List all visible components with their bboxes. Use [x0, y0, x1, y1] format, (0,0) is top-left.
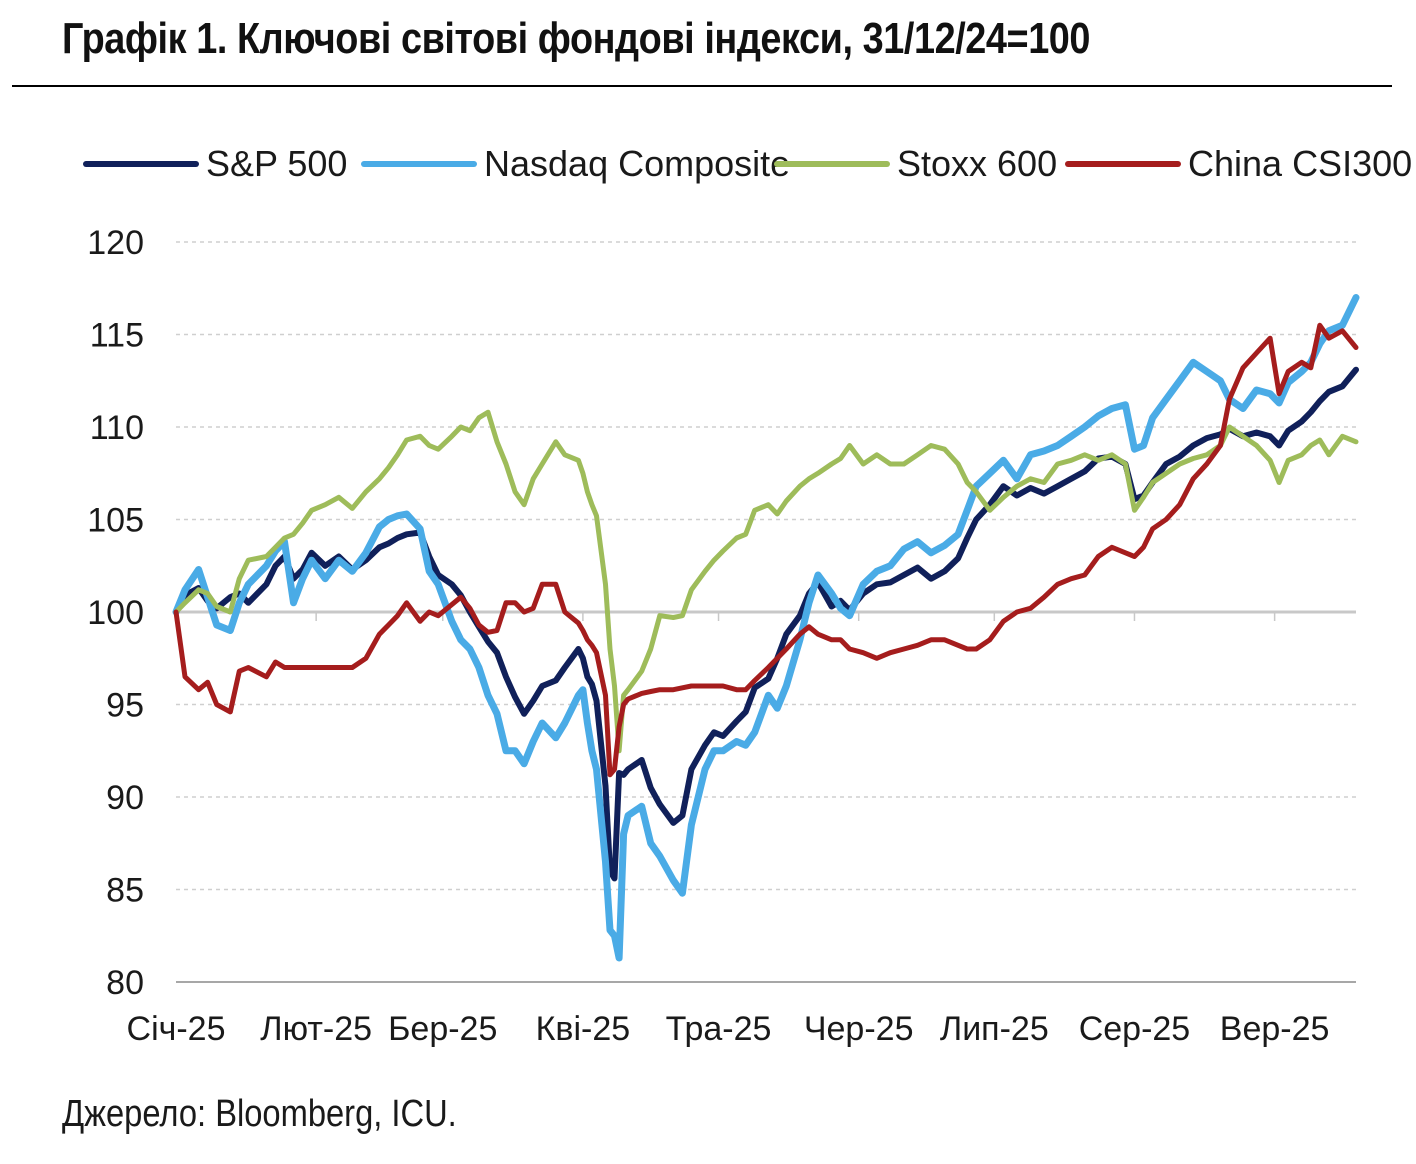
y-tick-label: 95	[106, 687, 144, 725]
x-axis: Січ-25 Лют-25 Бер-25 Кві-25 Тра-25 Чер-25 Лип-…	[127, 611, 1356, 1048]
y-tick-label: 105	[87, 502, 144, 540]
series-line-stoxx	[173, 409, 1359, 754]
series-line-nasdaq	[172, 294, 1360, 962]
x-tick-label: Тра-25	[666, 1010, 772, 1048]
series-line-csi300	[173, 322, 1359, 778]
y-tick-label: 115	[90, 317, 144, 355]
x-tick-label: Бер-25	[388, 1010, 497, 1048]
x-tick-label: Січ-25	[127, 1010, 226, 1048]
y-tick-label: 100	[87, 594, 144, 632]
y-axis-ticks: 80 85 90 95 100 105 110 115 120	[87, 224, 144, 1002]
y-tick-label: 120	[87, 224, 144, 262]
legend-label-sp500: S&P 500	[206, 143, 347, 184]
source-note: Джерело: Bloomberg, ICU.	[62, 1093, 457, 1135]
y-gridlines	[176, 241, 1356, 891]
y-tick-label: 85	[106, 872, 144, 910]
x-tick-label: Сер-25	[1079, 1010, 1191, 1048]
y-tick-label: 80	[106, 964, 144, 1002]
x-tick-label: Вер-25	[1220, 1010, 1330, 1048]
y-tick-label: 90	[106, 779, 144, 817]
legend-label-csi300: China CSI300	[1188, 143, 1412, 184]
series-line-sp500	[173, 366, 1359, 882]
x-tick-label: Кві-25	[536, 1010, 631, 1048]
x-tick-label: Лют-25	[260, 1010, 372, 1048]
legend: S&P 500 Nasdaq Composite Stoxx 600 China…	[83, 143, 1412, 184]
x-tick-label: Чер-25	[804, 1010, 914, 1048]
legend-label-nasdaq: Nasdaq Composite	[484, 143, 790, 184]
series-lines	[172, 294, 1360, 962]
title-rule	[12, 85, 1392, 87]
line-chart: S&P 500 Nasdaq Composite Stoxx 600 China…	[83, 143, 1412, 1048]
x-tick-label: Лип-25	[940, 1010, 1049, 1048]
legend-label-stoxx: Stoxx 600	[897, 143, 1057, 184]
y-tick-label: 110	[90, 409, 144, 447]
chart-title: Графік 1. Ключові світові фондові індекс…	[62, 14, 1091, 63]
